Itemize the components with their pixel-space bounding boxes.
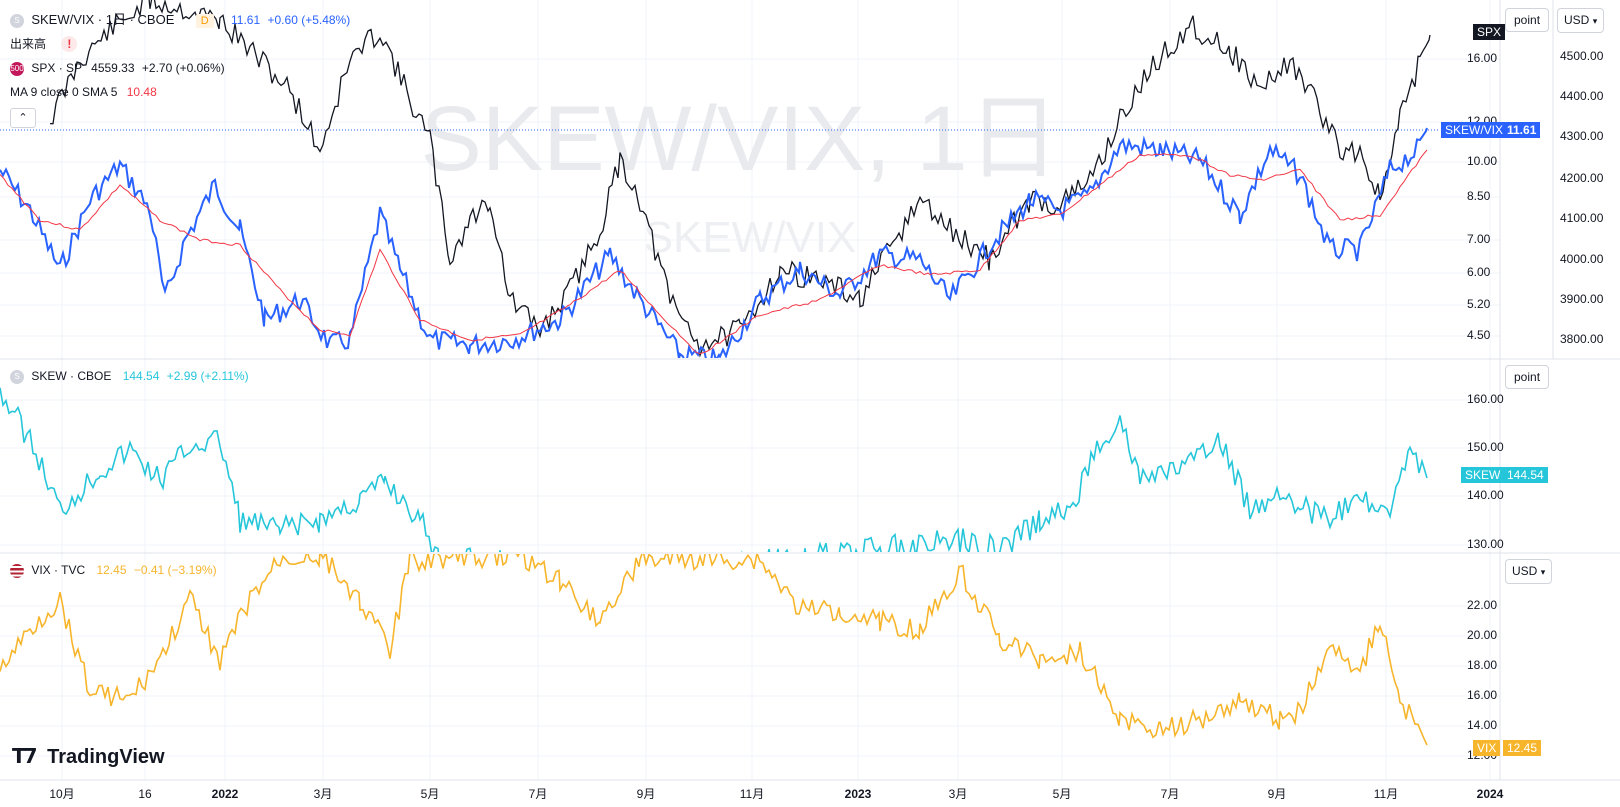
ma-series-line[interactable]: [0, 149, 1428, 355]
skew-symbol[interactable]: SKEW · CBOE: [31, 369, 112, 383]
main-value: 11.61: [231, 13, 261, 27]
time-axis-label: 9月: [637, 787, 656, 801]
price-axis-tick-label: 16.00: [1467, 51, 1498, 65]
time-axis-label: 2024: [1477, 787, 1504, 801]
time-axis-label: 2022: [212, 787, 239, 801]
tv-logo-icon: 𝗧𝟳: [12, 746, 38, 768]
interval-badge[interactable]: D: [195, 14, 214, 28]
price-axis-tick-label: 8.50: [1467, 189, 1491, 203]
spx-axis-tick-label: 4500.00: [1560, 49, 1604, 63]
time-axis-label: 5月: [421, 787, 440, 801]
vix-tag-label: VIX: [1473, 740, 1501, 756]
chevron-up-icon: ⌃: [18, 112, 28, 124]
ma-legend[interactable]: MA 9 close 0 SMA 5 10.48: [10, 84, 157, 100]
vix-axis-tick-label: 16.00: [1467, 688, 1498, 702]
vix-currency-label: USD: [1512, 564, 1538, 578]
skew-value: 144.54: [122, 369, 160, 383]
time-axis-label: 2023: [845, 787, 872, 801]
time-axis-label: 11月: [740, 787, 764, 801]
skew-tag-value: 144.54: [1503, 467, 1548, 483]
skew-change: +2.99 (+2.11%): [166, 369, 249, 383]
watermark-small: SKEW/VIX: [644, 213, 857, 262]
vix-series-line[interactable]: [0, 546, 1428, 746]
ratio-tag-label: SKEW/VIX: [1445, 123, 1504, 137]
currency-label: USD: [1564, 13, 1590, 27]
spx-icon: 500: [10, 61, 24, 76]
time-axis-label: 3月: [314, 787, 333, 801]
skew-axis-tick-label: 140.00: [1467, 488, 1504, 502]
price-axis-tick-label: 10.00: [1467, 154, 1498, 168]
skew-vix-series-line[interactable]: [0, 127, 1428, 367]
time-axis-label: 16: [138, 787, 152, 801]
time-axis-label: 5月: [1053, 787, 1072, 801]
chevron-down-icon: ▾: [1540, 567, 1546, 577]
price-axis-tick-label: 6.00: [1467, 265, 1491, 279]
skew-legend[interactable]: S SKEW · CBOE 144.54 +2.99 (+2.11%): [10, 368, 249, 384]
spx-axis-tick-label: 4000.00: [1560, 252, 1604, 266]
scale-button[interactable]: point: [1505, 8, 1550, 32]
vix-axis-tick-label: 18.00: [1467, 658, 1498, 672]
ratio-tag: SKEW/VIX: [1441, 122, 1508, 138]
vix-change: −0.41 (−3.19%): [133, 563, 217, 577]
spx-axis-tick-label: 3800.00: [1560, 332, 1604, 346]
skew-tag-label: SKEW: [1461, 467, 1505, 483]
ratio-tag-value: 11.61: [1503, 122, 1541, 138]
skew-axis-tick-label: 150.00: [1467, 440, 1504, 454]
skew-axis-tick-label: 130.00: [1467, 537, 1504, 551]
vix-legend[interactable]: VIX · TVC 12.45 −0.41 (−3.19%): [10, 562, 217, 578]
spx-value: 4559.33: [91, 61, 135, 75]
spx-axis-tick-label: 4200.00: [1560, 171, 1604, 185]
symbol-icon: S: [10, 13, 24, 28]
price-axis-tick-label: 4.50: [1467, 328, 1491, 342]
skew-axis-tick-label: 160.00: [1467, 392, 1504, 406]
collapse-legend-button[interactable]: ⌃: [10, 108, 36, 128]
spx-axis-tick-label: 4300.00: [1560, 129, 1604, 143]
spx-change: +2.70 (+0.06%): [141, 61, 225, 75]
ma-value: 10.48: [126, 85, 157, 99]
spx-legend[interactable]: 500 SPX · SP 4559.33 +2.70 (+0.06%): [10, 60, 225, 76]
volume-legend[interactable]: 出来高 !: [10, 36, 78, 52]
spx-tag: SPX: [1473, 24, 1506, 40]
chevron-down-icon: ▾: [1592, 16, 1598, 26]
spx-axis-tick-label: 3900.00: [1560, 292, 1604, 306]
spx-axis-tick-label: 4100.00: [1560, 211, 1604, 225]
price-axis-tick-label: 7.00: [1467, 232, 1491, 246]
vix-symbol[interactable]: VIX · TVC: [31, 563, 86, 577]
main-legend[interactable]: S SKEW/VIX · 1日 · CBOE D 11.61 +0.60 (+5…: [10, 12, 350, 28]
tradingview-logo[interactable]: 𝗧𝟳 TradingView: [12, 744, 165, 769]
ma-label[interactable]: MA 9 close 0 SMA 5: [10, 85, 118, 99]
price-axis-tick-label: 5.20: [1467, 297, 1491, 311]
time-axis-label: 7月: [1161, 787, 1180, 801]
vix-currency-button[interactable]: USD ▾: [1505, 559, 1553, 584]
vix-tag-value: 12.45: [1503, 740, 1542, 756]
vix-axis-tick-label: 14.00: [1467, 718, 1498, 732]
spx-label[interactable]: SPX · SP: [31, 61, 82, 75]
time-axis[interactable]: 10月 16 2022 3月 5月 7月 9月 11月 2023 3月 5月 7月 9月 11月 2024: [49, 787, 1503, 801]
watermark-big: SKEW/VIX, 1日: [420, 88, 1059, 190]
volume-label: 出来高: [10, 37, 47, 51]
time-axis-label: 9月: [1268, 787, 1287, 801]
time-axis-label: 10月: [49, 787, 74, 801]
skew-scale-button[interactable]: point: [1505, 365, 1550, 389]
main-change: +0.60 (+5.48%): [267, 13, 351, 27]
skew-symbol-icon: S: [10, 369, 24, 384]
time-axis-label: 3月: [949, 787, 968, 801]
skew-series-line[interactable]: [0, 387, 1428, 581]
vix-axis-tick-label: 20.00: [1467, 628, 1498, 642]
logo-text: TradingView: [47, 746, 165, 768]
time-axis-label: 7月: [529, 787, 548, 801]
us-flag-icon: [10, 563, 24, 578]
main-symbol[interactable]: SKEW/VIX · 1日 · CBOE: [31, 12, 175, 27]
currency-button[interactable]: USD ▾: [1557, 8, 1605, 33]
time-axis-label: 11月: [1374, 787, 1398, 801]
vix-axis-tick-label: 22.00: [1467, 598, 1498, 612]
spx-axis-tick-label: 4400.00: [1560, 89, 1604, 103]
vix-value: 12.45: [96, 563, 127, 577]
warning-icon[interactable]: !: [61, 36, 78, 52]
